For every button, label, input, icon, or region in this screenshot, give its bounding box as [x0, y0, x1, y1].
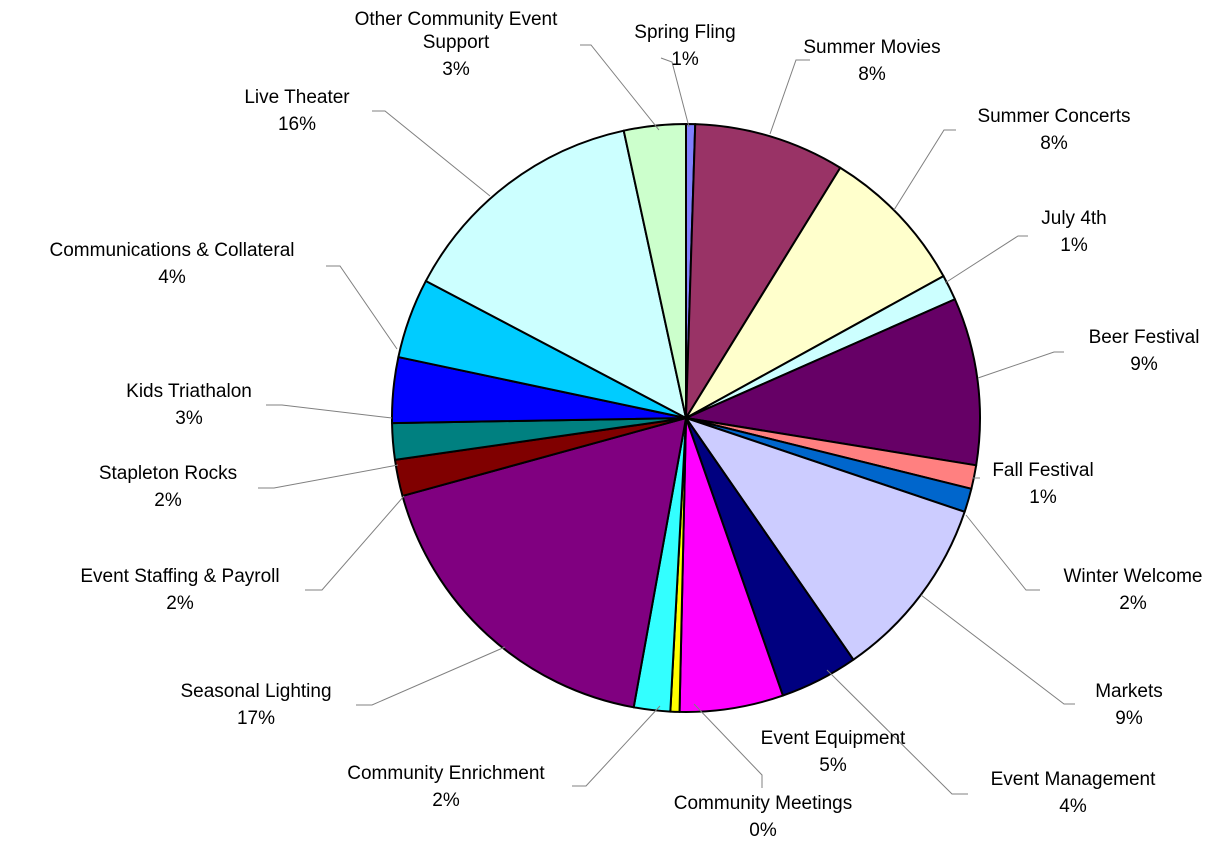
- leader-line-markets: [920, 594, 1075, 705]
- slice-label-community-enrichment: Community Enrichment: [347, 763, 545, 784]
- slice-label-markets: Markets: [1095, 681, 1163, 702]
- slice-labels: Spring Fling 1% Summer Movies 8% Summer Conc…: [50, 9, 1203, 841]
- leader-line-seasonal-lighting: [356, 646, 506, 706]
- slice-percent-seasonal-lighting: 17%: [237, 708, 275, 729]
- slice-percent-markets: 9%: [1115, 708, 1143, 729]
- slice-percent-community-meetings: 0%: [749, 820, 777, 841]
- leader-line-live-theater: [372, 110, 491, 197]
- leader-line-july-4th: [944, 235, 1028, 284]
- pie-slices: [391, 122, 981, 713]
- pie-slice-summer-movies: [685, 123, 842, 419]
- slice-label-event-staffing-and-payroll: Event Staffing & Payroll: [80, 566, 279, 587]
- slice-label-event-equipment: Event Equipment: [761, 728, 906, 749]
- slice-percent-community-enrichment: 2%: [432, 790, 460, 811]
- slice-label-seasonal-lighting: Seasonal Lighting: [180, 681, 331, 702]
- leader-line-event-management: [826, 669, 968, 795]
- leader-line-communications-and-collateral: [326, 265, 398, 350]
- leader-line-beer-festival: [977, 351, 1064, 379]
- pie-slice-live-theater: [424, 129, 687, 419]
- slice-percent-july-4th: 1%: [1060, 235, 1088, 256]
- slice-label-other-community-event-support-line1: Other Community Event: [355, 9, 558, 30]
- leader-line-spring-fling: [660, 57, 690, 128]
- pie-slice-other-community-event-support: [622, 123, 687, 419]
- slice-percent-communications-and-collateral: 4%: [158, 267, 186, 288]
- slice-label-live-theater: Live Theater: [244, 87, 350, 108]
- pie-slice-summer-concerts: [685, 166, 945, 419]
- leader-line-stapleton-rocks: [258, 464, 399, 489]
- slice-label-july-4th: July 4th: [1041, 208, 1106, 229]
- slice-label-spring-fling: Spring Fling: [634, 22, 735, 43]
- slice-label-winter-welcome: Winter Welcome: [1063, 566, 1202, 587]
- slice-label-stapleton-rocks: Stapleton Rocks: [99, 463, 237, 484]
- slice-label-summer-concerts: Summer Concerts: [977, 106, 1130, 127]
- slice-percent-spring-fling: 1%: [671, 49, 699, 70]
- pie-slice-markets: [685, 417, 966, 661]
- slice-label-fall-festival: Fall Festival: [992, 460, 1093, 481]
- slice-percent-other-community-event-support: 3%: [442, 59, 470, 80]
- slice-percent-summer-movies: 8%: [858, 64, 886, 85]
- slice-label-summer-movies: Summer Movies: [803, 37, 940, 58]
- pie-slice-beer-festival: [685, 298, 981, 467]
- slice-label-event-management: Event Management: [991, 769, 1156, 790]
- leader-line-winter-welcome: [965, 514, 1040, 591]
- slice-percent-kids-triathalon: 3%: [175, 408, 203, 429]
- slice-label-community-meetings: Community Meetings: [674, 793, 852, 814]
- slice-percent-stapleton-rocks: 2%: [154, 490, 182, 511]
- slice-percent-event-staffing-and-payroll: 2%: [166, 593, 194, 614]
- leader-line-event-staffing-and-payroll: [305, 495, 405, 591]
- pie-slice-seasonal-lighting: [401, 417, 687, 709]
- leader-line-community-enrichment: [572, 705, 661, 787]
- slice-percent-live-theater: 16%: [278, 114, 316, 135]
- leader-line-other-community-event-support: [580, 44, 660, 131]
- slice-percent-event-management: 4%: [1059, 796, 1087, 817]
- leader-line-summer-concerts: [893, 129, 956, 211]
- slice-percent-event-equipment: 5%: [819, 755, 847, 776]
- slice-label-communications-and-collateral: Communications & Collateral: [50, 240, 295, 261]
- slice-percent-summer-concerts: 8%: [1040, 133, 1068, 154]
- slice-percent-beer-festival: 9%: [1130, 354, 1158, 375]
- slice-label-other-community-event-support-line2: Support: [423, 32, 490, 53]
- slice-label-beer-festival: Beer Festival: [1089, 327, 1200, 348]
- leader-line-community-meetings: [693, 703, 763, 788]
- leader-line-summer-movies: [769, 59, 810, 135]
- leader-lines: [258, 44, 1075, 795]
- slice-label-kids-triathalon: Kids Triathalon: [126, 381, 252, 402]
- slice-percent-winter-welcome: 2%: [1119, 593, 1147, 614]
- leader-line-kids-triathalon: [266, 404, 393, 419]
- slice-percent-fall-festival: 1%: [1029, 487, 1057, 508]
